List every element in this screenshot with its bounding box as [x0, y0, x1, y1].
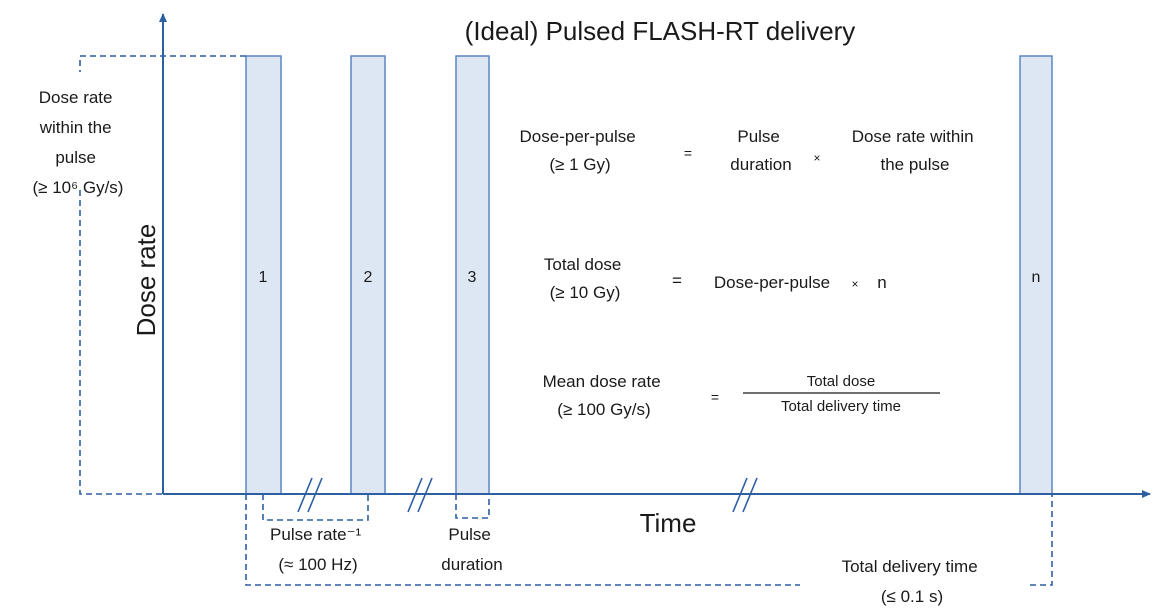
bottom-label: Pulse duration [441, 525, 502, 574]
equation-term: Dose-per-pulse [714, 273, 830, 292]
pulse-label: 3 [468, 269, 477, 286]
equation-lhs: Mean dose rate (≥ 100 Gy/s) [543, 372, 666, 419]
pulse [350, 55, 386, 495]
operator: = [711, 389, 719, 405]
annotation: Dose rate within the pulse (≥ 10⁶ Gy/s) [33, 88, 124, 197]
equation-term: Pulse duration [730, 127, 791, 174]
pulse [1019, 55, 1053, 495]
pulse-label: 2 [364, 269, 373, 286]
bracket [245, 494, 1053, 586]
pulse [245, 55, 282, 495]
operator: = [672, 271, 682, 290]
operator: = [684, 145, 692, 161]
bracket [455, 494, 490, 519]
equation-term: n [877, 273, 886, 292]
bracket [262, 494, 369, 521]
bottom-label: Total delivery time (≤ 0.1 s) [842, 557, 983, 606]
pulse-label: 1 [259, 269, 268, 286]
equation-term: Dose rate within the pulse [852, 127, 979, 174]
operator: × [851, 277, 858, 291]
bottom-label: Pulse rate⁻¹ (≈ 100 Hz) [270, 525, 366, 574]
title: (Ideal) Pulsed FLASH-RT delivery [465, 16, 856, 46]
numerator: Total dose [807, 373, 875, 390]
denominator: Total delivery time [781, 398, 901, 415]
bracket [79, 55, 246, 495]
equation-lhs: Total dose (≥ 10 Gy) [544, 255, 626, 302]
axis-break [297, 477, 758, 513]
operator: × [813, 151, 820, 165]
y-axis-label: Dose rate [131, 224, 161, 337]
pulse-label: n [1032, 269, 1041, 286]
equation-lhs: Dose-per-pulse (≥ 1 Gy) [520, 127, 641, 174]
x-axis-label: Time [640, 508, 697, 538]
